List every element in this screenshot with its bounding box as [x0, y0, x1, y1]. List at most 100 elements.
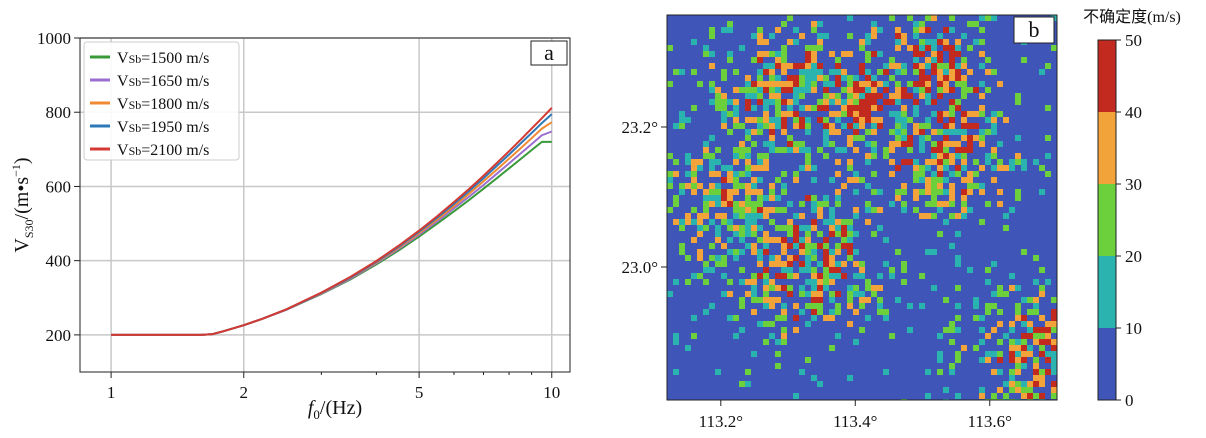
heatmap-cell [841, 183, 847, 189]
heatmap-cell [817, 33, 823, 39]
heatmap-cell [895, 117, 901, 123]
heatmap-cell [757, 177, 763, 183]
heatmap-cell [781, 99, 787, 105]
heatmap-cell [925, 57, 931, 63]
heatmap-cell [709, 33, 715, 39]
heatmap-cell [949, 189, 955, 195]
heatmap-cell [895, 141, 901, 147]
heatmap-cell [955, 303, 961, 309]
heatmap-cell [817, 381, 823, 387]
heatmap-cell [781, 285, 787, 291]
heatmap-cell [805, 291, 811, 297]
heatmap-cell [1003, 333, 1009, 339]
heatmap-cell [925, 189, 931, 195]
heatmap-cell [829, 249, 835, 255]
heatmap-cell [805, 255, 811, 261]
heatmap-cell [733, 201, 739, 207]
heatmap-cell [859, 45, 865, 51]
heatmap-cell [919, 45, 925, 51]
heatmap-cell [763, 111, 769, 117]
heatmap-cell [913, 69, 919, 75]
heatmap-cell [1021, 297, 1027, 303]
heatmap-cell [961, 111, 967, 117]
heatmap-cell [913, 171, 919, 177]
heatmap-cell [775, 207, 781, 213]
heatmap-cell [835, 93, 841, 99]
heatmap-cell [823, 195, 829, 201]
heatmap-cell [949, 27, 955, 33]
lon-tick-label: 113.2° [699, 412, 743, 431]
heatmap-cell [835, 171, 841, 177]
heatmap-cell [715, 201, 721, 207]
legend-var: V [117, 73, 129, 90]
heatmap-cell [685, 183, 691, 189]
heatmap-cell [883, 261, 889, 267]
heatmap-cell [829, 177, 835, 183]
heatmap-cell [739, 123, 745, 129]
heatmap-cell [763, 237, 769, 243]
heatmap-cell [847, 159, 853, 165]
heatmap-cell [715, 99, 721, 105]
heatmap-cell [895, 69, 901, 75]
heatmap-cell [697, 255, 703, 261]
heatmap-cell [1009, 273, 1015, 279]
heatmap-cell [919, 189, 925, 195]
heatmap-cell [967, 123, 973, 129]
heatmap-cell [697, 231, 703, 237]
heatmap-cell [949, 129, 955, 135]
heatmap-cell [967, 171, 973, 177]
legend-sub: Sb [129, 144, 142, 158]
heatmap-cell [883, 315, 889, 321]
heatmap-cell [931, 177, 937, 183]
heatmap-cell [811, 297, 817, 303]
heatmap-cell [811, 315, 817, 321]
heatmap-cell [835, 303, 841, 309]
heatmap-cell [781, 147, 787, 153]
heatmap-cell [793, 393, 799, 399]
heatmap-cell [1045, 357, 1051, 363]
heatmap-cell [781, 333, 787, 339]
heatmap-cell [745, 99, 751, 105]
heatmap-cell [739, 237, 745, 243]
lat-tick-label: 23.0° [621, 258, 658, 277]
heatmap-cell [871, 87, 877, 93]
heatmap-cell [1039, 345, 1045, 351]
heatmap-cell [931, 183, 937, 189]
heatmap-cell [877, 123, 883, 129]
heatmap-cell [739, 327, 745, 333]
heatmap-cell [841, 225, 847, 231]
heatmap-cell [937, 153, 943, 159]
heatmap-cell [751, 291, 757, 297]
heatmap-cell [763, 63, 769, 69]
heatmap-cell [1021, 333, 1027, 339]
heatmap-cell [787, 81, 793, 87]
heatmap-cell [895, 27, 901, 33]
heatmap-cell [847, 111, 853, 117]
heatmap-cell [805, 225, 811, 231]
heatmap-cell [817, 207, 823, 213]
heatmap-cell [739, 303, 745, 309]
heatmap-cell [721, 291, 727, 297]
heatmap-cell [769, 279, 775, 285]
heatmap-cell [763, 87, 769, 93]
heatmap-cell [877, 285, 883, 291]
panel-a-xlabel: f0/(Hz) [308, 397, 362, 422]
heatmap-cell [733, 147, 739, 153]
heatmap-cell [781, 267, 787, 273]
heatmap-cell [991, 147, 997, 153]
heatmap-cell [817, 297, 823, 303]
heatmap-cell [883, 147, 889, 153]
heatmap-cell [745, 183, 751, 189]
heatmap-cell [787, 261, 793, 267]
heatmap-cell [1051, 339, 1057, 345]
heatmap-cell [967, 87, 973, 93]
heatmap-cell [1021, 321, 1027, 327]
heatmap-cell [901, 279, 907, 285]
heatmap-cell [949, 105, 955, 111]
heatmap-cell [727, 21, 733, 27]
heatmap-cell [781, 87, 787, 93]
heatmap-cell [1039, 369, 1045, 375]
heatmap-cell [823, 315, 829, 321]
heatmap-cell [781, 63, 787, 69]
